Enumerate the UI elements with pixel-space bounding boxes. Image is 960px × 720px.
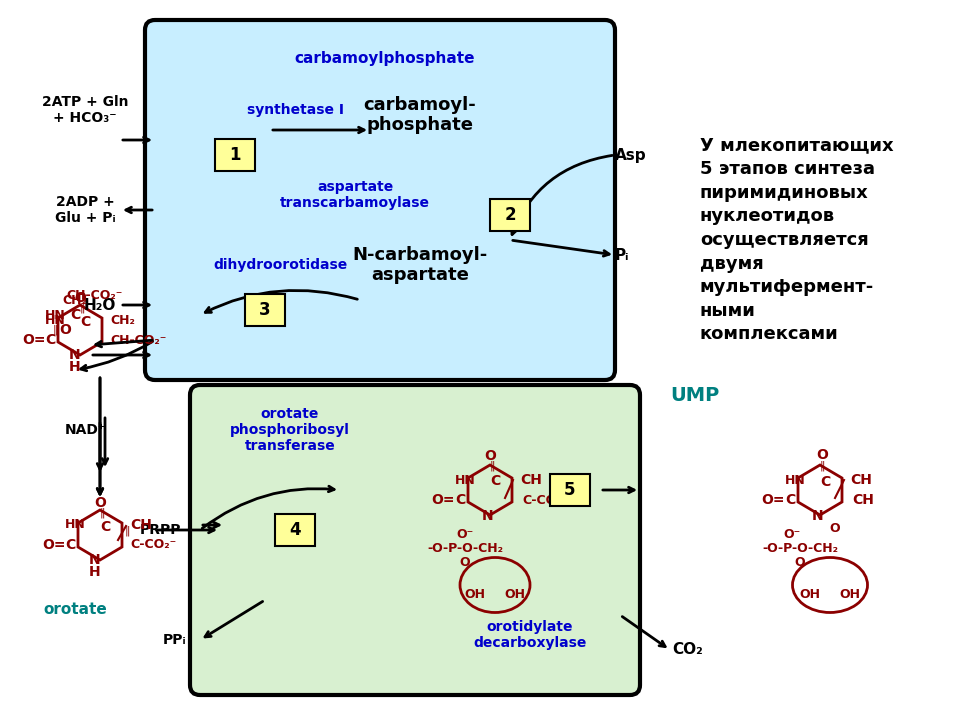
FancyBboxPatch shape [550, 474, 590, 506]
Text: OH: OH [505, 588, 525, 601]
Text: -O-P-O-CH₂: -O-P-O-CH₂ [762, 541, 838, 554]
Text: C: C [70, 308, 80, 322]
Text: У млекопитающих
5 этапов синтеза
пиримидиновых
нуклеотидов
осуществляется
двумя
: У млекопитающих 5 этапов синтеза пиримид… [700, 137, 894, 343]
FancyBboxPatch shape [275, 514, 315, 546]
Text: O=: O= [761, 493, 784, 507]
Text: H: H [69, 360, 81, 374]
Text: C: C [455, 493, 466, 507]
Text: 2ATP + Gln
+ HCO₃⁻: 2ATP + Gln + HCO₃⁻ [41, 95, 129, 125]
Text: synthetase I: synthetase I [247, 103, 344, 117]
Text: H: H [89, 565, 101, 579]
Text: dihydroorotidase: dihydroorotidase [213, 258, 348, 272]
Text: CH₂: CH₂ [62, 294, 87, 307]
Text: O⁻: O⁻ [456, 528, 473, 541]
Text: UMP: UMP [670, 385, 720, 405]
Text: ‖: ‖ [99, 508, 105, 518]
Text: HN: HN [44, 313, 65, 326]
Text: 2: 2 [504, 206, 516, 224]
Text: C-CO₂⁻: C-CO₂⁻ [522, 493, 568, 506]
Text: N: N [69, 348, 81, 362]
Text: aspartate
transcarbamoylase: aspartate transcarbamoylase [280, 180, 430, 210]
Text: HN: HN [64, 518, 85, 531]
Text: O: O [460, 556, 470, 569]
Text: C: C [490, 474, 500, 488]
Text: C: C [100, 520, 110, 534]
Text: Pᵢ: Pᵢ [615, 248, 630, 263]
Text: carbamoyl-
phosphate: carbamoyl- phosphate [364, 96, 476, 135]
Text: carbamoylphosphate: carbamoylphosphate [295, 50, 475, 66]
Text: CH: CH [520, 473, 541, 487]
Text: PPᵢ: PPᵢ [163, 633, 187, 647]
Text: CH-CO₂⁻: CH-CO₂⁻ [110, 333, 166, 346]
FancyBboxPatch shape [190, 385, 640, 695]
Text: Asp: Asp [615, 148, 647, 163]
Text: 2ADP +
Glu + Pᵢ: 2ADP + Glu + Pᵢ [55, 195, 115, 225]
Text: ‖: ‖ [490, 461, 494, 472]
Text: O=: O= [42, 538, 65, 552]
Text: O: O [484, 449, 496, 463]
Text: ‖: ‖ [80, 302, 84, 313]
Text: orotate
phosphoribosyl
transferase: orotate phosphoribosyl transferase [230, 407, 350, 453]
Text: 1: 1 [229, 146, 241, 164]
Text: NAD⁺: NAD⁺ [64, 423, 106, 437]
Text: O=: O= [22, 333, 46, 347]
Text: 3: 3 [259, 301, 271, 319]
Text: CO₂: CO₂ [672, 642, 703, 657]
Text: OH: OH [465, 588, 486, 601]
Text: CH: CH [850, 473, 872, 487]
Text: N-carbamoyl-
aspartate: N-carbamoyl- aspartate [352, 246, 488, 284]
Text: H₂O: H₂O [84, 297, 116, 312]
Text: C: C [45, 333, 55, 347]
Text: -O-P-O-CH₂: -O-P-O-CH₂ [427, 541, 503, 554]
Text: HN: HN [784, 474, 805, 487]
Text: N: N [89, 553, 101, 567]
Text: orotidylate
decarboxylase: orotidylate decarboxylase [473, 620, 587, 650]
Text: HN: HN [455, 474, 475, 487]
Text: CH: CH [130, 518, 152, 532]
Text: O⁻: O⁻ [783, 528, 801, 541]
Text: O: O [829, 521, 840, 534]
Text: N: N [482, 509, 493, 523]
Text: C: C [65, 538, 75, 552]
FancyBboxPatch shape [245, 294, 285, 326]
Text: O=: O= [431, 493, 455, 507]
FancyBboxPatch shape [145, 20, 615, 380]
Text: ‖: ‖ [52, 325, 58, 336]
Text: N: N [812, 509, 824, 523]
Text: CH-CO₂⁻: CH-CO₂⁻ [67, 289, 123, 302]
Text: orotate: orotate [43, 603, 107, 618]
Text: C: C [820, 475, 830, 489]
FancyBboxPatch shape [490, 199, 530, 231]
Text: C-CO₂⁻: C-CO₂⁻ [130, 539, 177, 552]
Text: ‖: ‖ [819, 461, 825, 472]
Text: O: O [816, 448, 828, 462]
Text: CH: CH [852, 493, 874, 507]
Text: C: C [80, 315, 90, 329]
Text: 4: 4 [289, 521, 300, 539]
Text: O: O [94, 496, 106, 510]
Text: HN: HN [44, 308, 65, 322]
Text: ‖: ‖ [125, 525, 130, 536]
Text: OH: OH [800, 588, 821, 601]
Text: C: C [785, 493, 795, 507]
Text: 5: 5 [564, 481, 576, 499]
FancyBboxPatch shape [215, 139, 255, 171]
Text: O: O [74, 291, 86, 305]
Text: O: O [795, 556, 805, 569]
Text: O: O [60, 323, 71, 337]
Text: OH: OH [839, 588, 860, 601]
Text: CH₂: CH₂ [110, 313, 134, 326]
Text: PRPP: PRPP [139, 523, 180, 537]
